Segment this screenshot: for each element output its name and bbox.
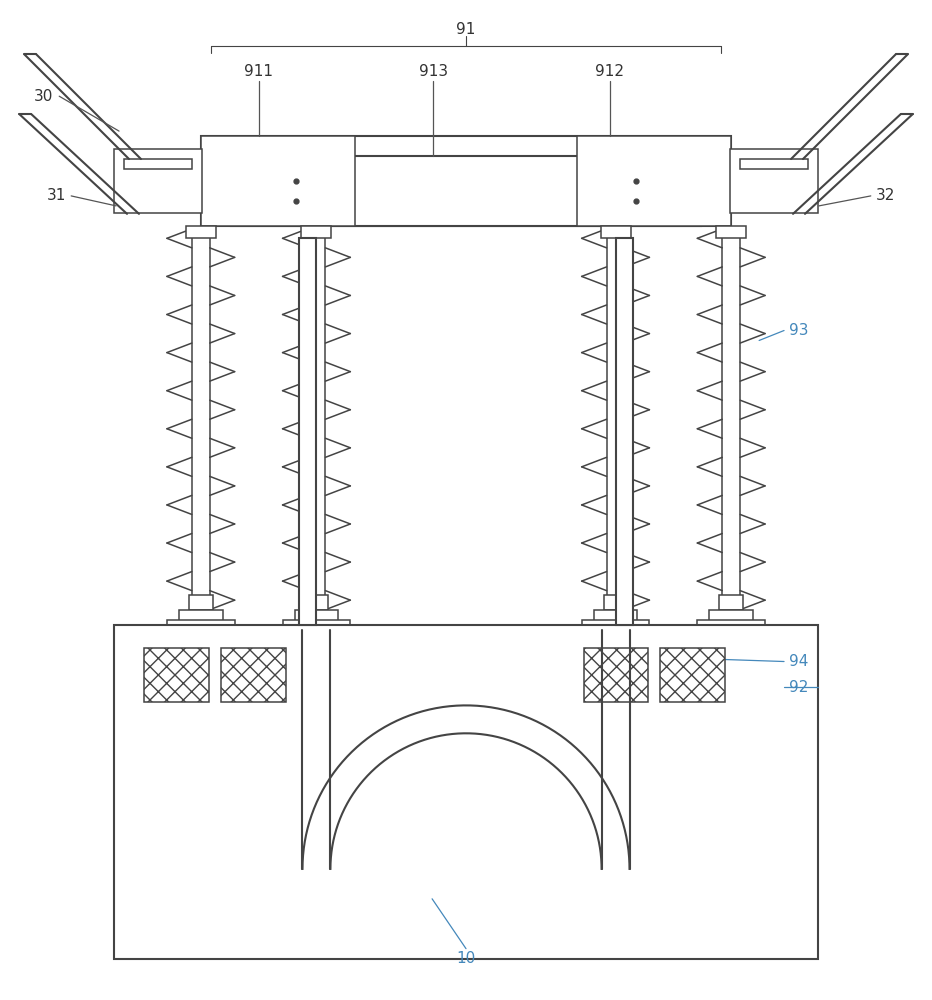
- Bar: [231, 156, 701, 226]
- Bar: [583, 648, 649, 702]
- Bar: [301, 226, 332, 238]
- Bar: [730, 149, 818, 213]
- Text: 912: 912: [595, 64, 624, 79]
- Bar: [282, 620, 350, 628]
- Bar: [717, 226, 747, 238]
- Text: 911: 911: [244, 64, 273, 79]
- Text: 10: 10: [457, 951, 475, 966]
- Text: 94: 94: [789, 654, 809, 669]
- Bar: [298, 238, 317, 625]
- Bar: [582, 620, 650, 628]
- Bar: [221, 648, 285, 702]
- Bar: [615, 238, 634, 625]
- Bar: [577, 136, 732, 226]
- Text: 93: 93: [789, 323, 809, 338]
- Bar: [697, 620, 765, 628]
- Bar: [189, 595, 212, 610]
- Bar: [185, 226, 215, 238]
- Text: 30: 30: [34, 89, 53, 104]
- Bar: [661, 648, 725, 702]
- Bar: [167, 620, 235, 628]
- Bar: [295, 610, 338, 622]
- Text: 913: 913: [418, 64, 447, 79]
- Text: 31: 31: [47, 188, 66, 203]
- Bar: [114, 625, 818, 959]
- Bar: [594, 610, 637, 622]
- Bar: [305, 595, 328, 610]
- Bar: [144, 648, 209, 702]
- Bar: [709, 610, 753, 622]
- Bar: [604, 595, 627, 610]
- Text: 32: 32: [876, 188, 896, 203]
- Bar: [124, 159, 192, 169]
- Text: 91: 91: [457, 22, 475, 37]
- Bar: [720, 595, 743, 610]
- Bar: [740, 159, 808, 169]
- Bar: [600, 226, 631, 238]
- Bar: [114, 149, 202, 213]
- Bar: [200, 136, 355, 226]
- Bar: [179, 610, 223, 622]
- Bar: [200, 136, 732, 226]
- Text: 92: 92: [789, 680, 809, 695]
